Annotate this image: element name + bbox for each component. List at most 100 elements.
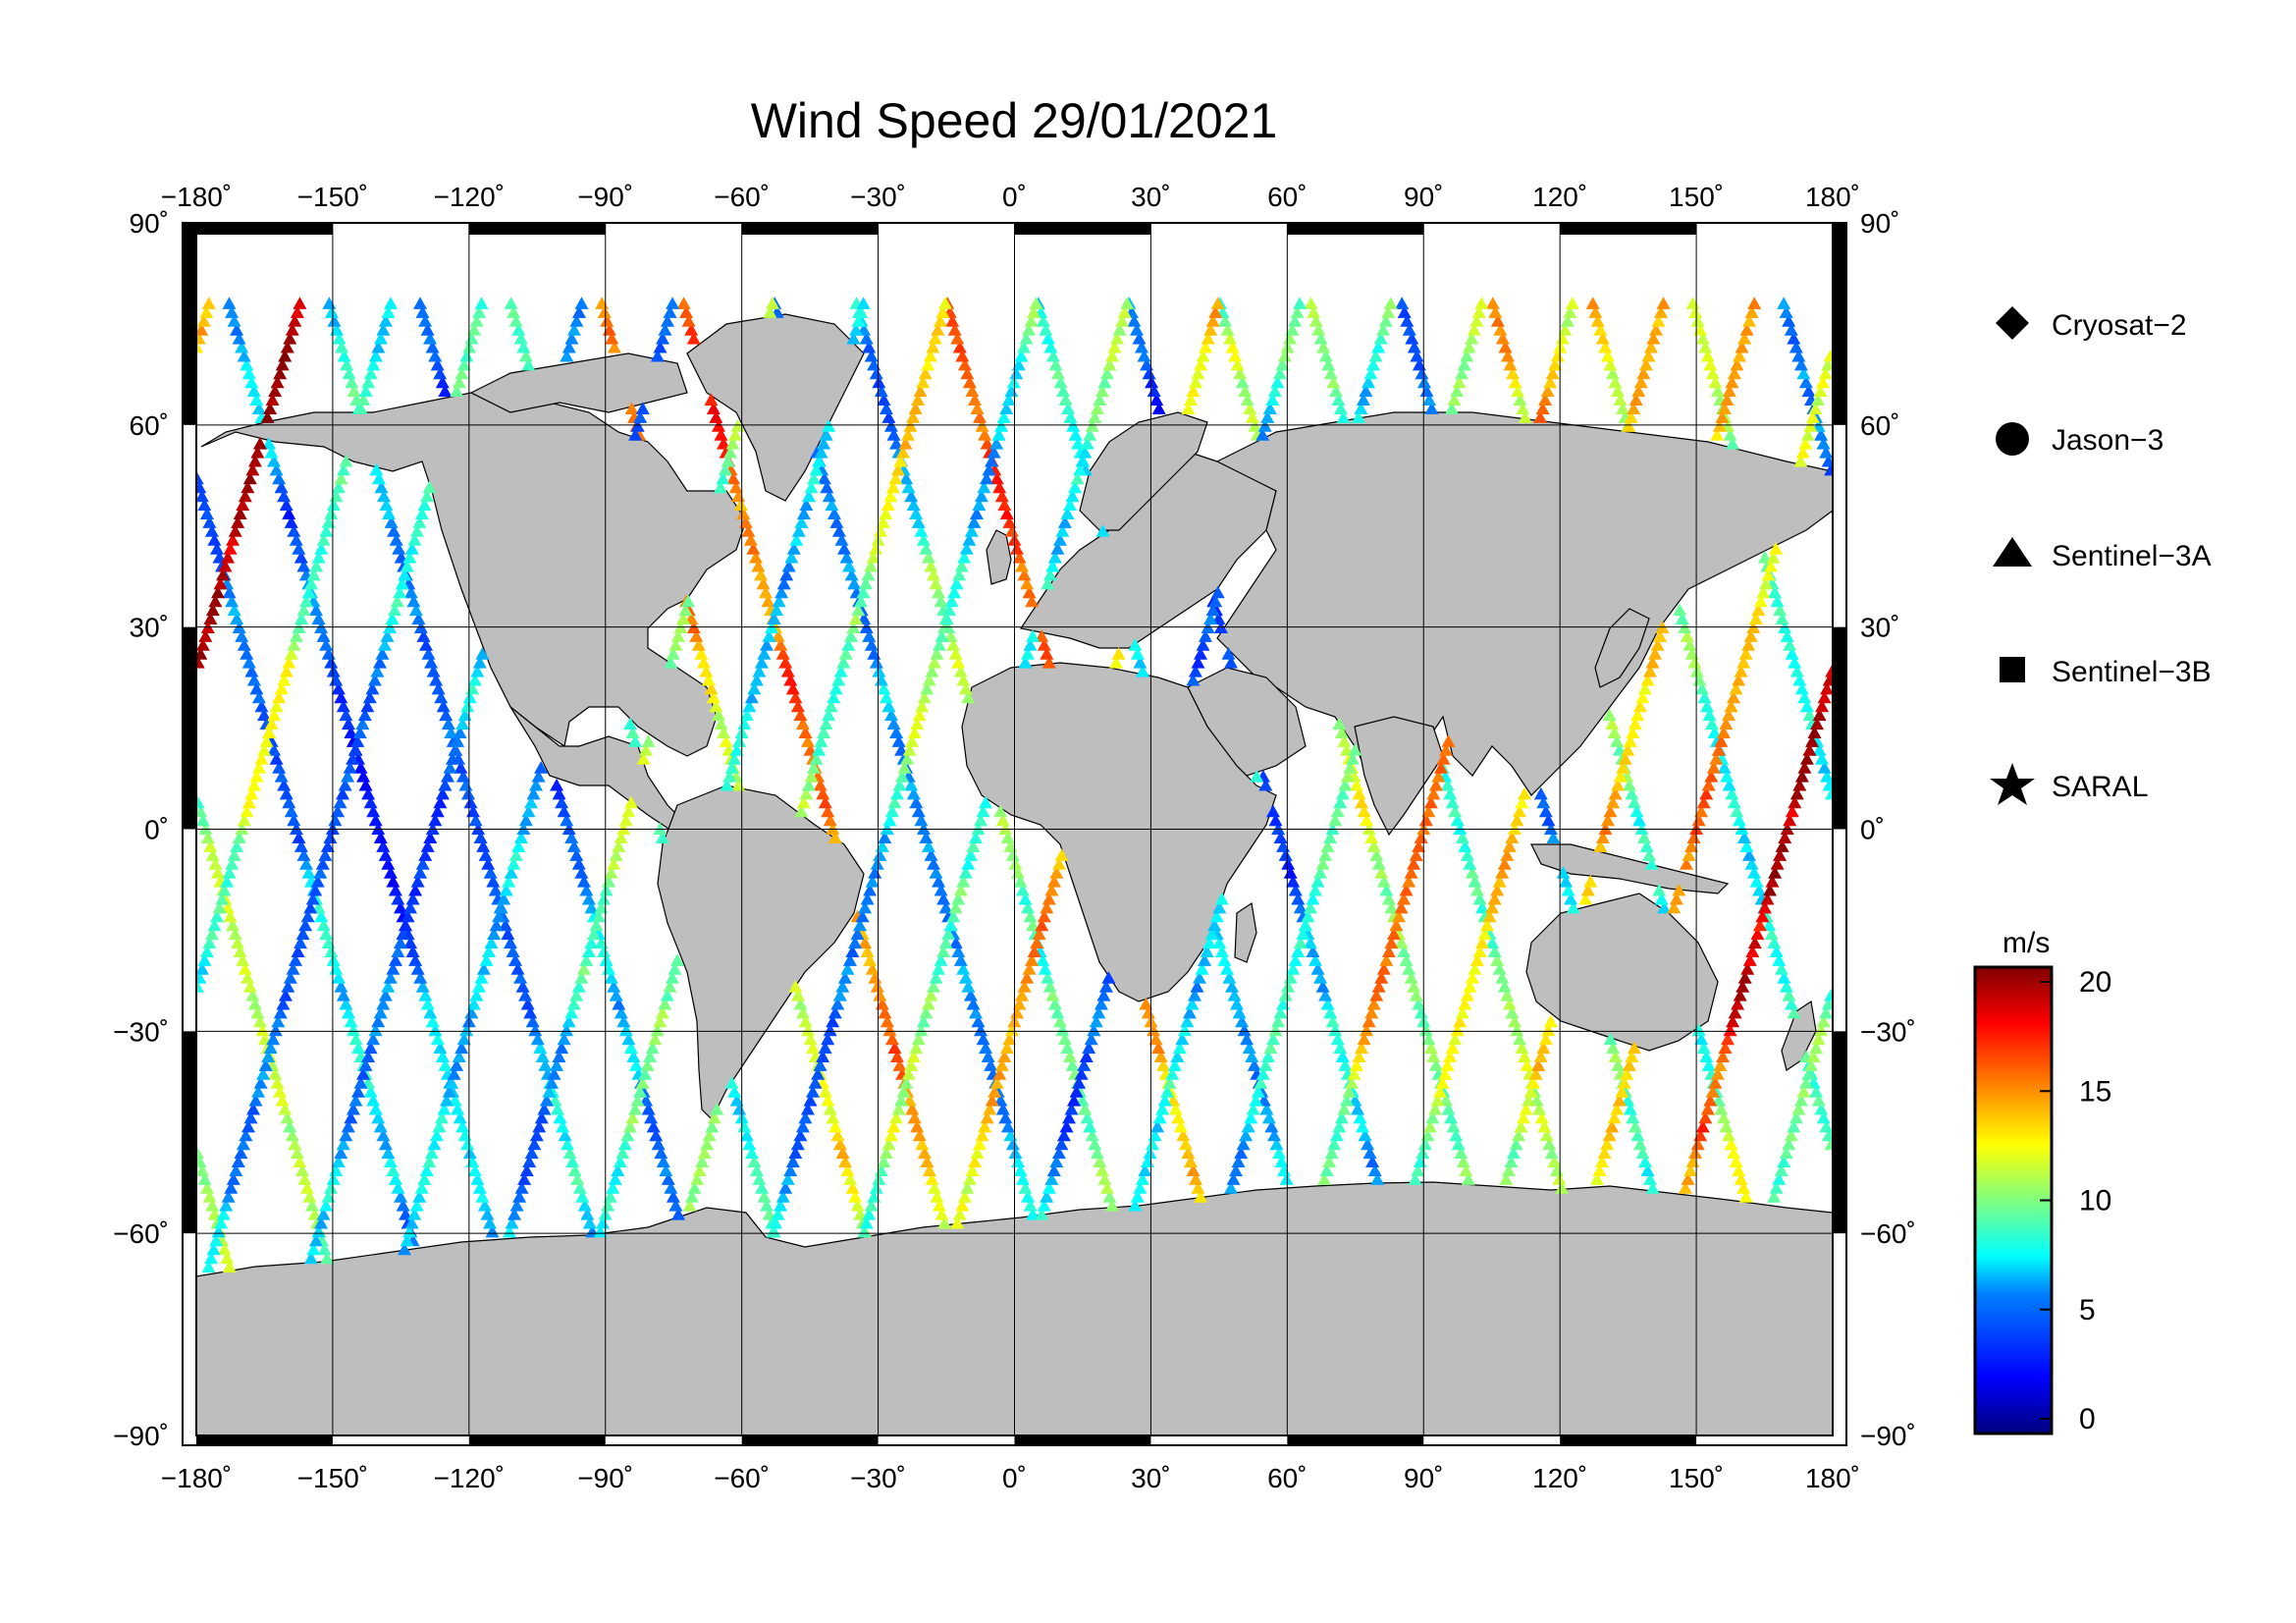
track-sample-point [1725, 375, 1739, 389]
track-sample-point [934, 953, 948, 966]
track-sample-point [1602, 708, 1617, 722]
track-sample-point [655, 1005, 669, 1019]
track-sample-point [1373, 332, 1388, 345]
track-sample-point [430, 804, 445, 818]
track-sample-point [1269, 1137, 1284, 1151]
track-sample-point [518, 813, 533, 827]
track-sample-point [658, 997, 672, 1010]
track-sample-point [1027, 305, 1041, 318]
track-sample-point [460, 699, 475, 713]
track-sample-point [872, 665, 886, 677]
track-sample-point [350, 1085, 365, 1098]
track-sample-point [1622, 1058, 1636, 1071]
track-sample-point [1559, 875, 1574, 888]
track-sample-point [727, 1085, 742, 1098]
track-sample-point [1814, 1023, 1829, 1037]
track-sample-point [207, 533, 222, 546]
track-sample-point [253, 1076, 268, 1089]
track-sample-point [858, 936, 873, 949]
track-sample-point [522, 1155, 537, 1167]
track-sample-point [1485, 900, 1500, 914]
track-sample-point [1445, 1041, 1460, 1055]
track-sample-point [956, 673, 971, 686]
track-sample-point [961, 980, 976, 993]
track-sample-point [1821, 357, 1833, 371]
track-sample-point [696, 656, 711, 669]
track-sample-point [1710, 428, 1725, 441]
track-sample-point [289, 533, 303, 546]
track-sample-point [1783, 813, 1797, 827]
track-sample-point [1040, 900, 1054, 914]
track-sample-point [1739, 839, 1754, 852]
track-sample-point [1441, 1102, 1456, 1115]
track-sample-point [812, 743, 826, 756]
track-sample-point [791, 989, 805, 1001]
track-sample-point [819, 428, 833, 441]
track-sample-point [1698, 1110, 1713, 1124]
track-sample-point [1564, 892, 1578, 905]
track-sample-point [336, 699, 350, 713]
track-sample-point [769, 1216, 783, 1229]
track-sample-point [475, 647, 490, 660]
track-sample-point [433, 1041, 448, 1055]
track-sample-point [948, 936, 963, 949]
track-sample-point [370, 665, 385, 677]
track-sample-point [1742, 848, 1756, 861]
track-sample-point [1600, 1137, 1615, 1151]
track-sample-point [330, 323, 344, 336]
track-sample-point [1237, 1023, 1252, 1037]
track-sample-point [614, 831, 628, 843]
track-sample-point [608, 1172, 622, 1185]
track-sample-point [833, 665, 848, 677]
track-sample-point [228, 927, 242, 941]
track-sample-point [502, 875, 516, 888]
track-sample-point [1792, 673, 1807, 686]
track-sample-point [1764, 927, 1779, 941]
track-sample-point [200, 831, 215, 843]
track-sample-point [1220, 323, 1235, 336]
track-sample-point [717, 437, 730, 450]
track-sample-point [1799, 699, 1814, 713]
track-sample-point [1592, 1163, 1607, 1176]
track-sample-point [1722, 778, 1736, 791]
track-sample-point [422, 1155, 437, 1167]
track-sample-point [286, 962, 300, 975]
track-sample-point [1444, 1110, 1459, 1124]
track-sample-point [1779, 1146, 1793, 1160]
track-sample-point [269, 462, 284, 476]
track-sample-point [906, 786, 921, 800]
track-sample-point [894, 1094, 909, 1107]
track-sample-point [1054, 848, 1069, 861]
track-sample-point [899, 471, 914, 485]
track-sample-point [1276, 839, 1291, 852]
track-sample-point [1037, 638, 1051, 651]
track-sample-point [1598, 822, 1613, 836]
track-sample-point [744, 690, 759, 704]
track-sample-point [227, 848, 241, 861]
track-sample-point [1351, 1102, 1364, 1115]
track-sample-point [1404, 971, 1418, 984]
track-sample-point [407, 1208, 422, 1220]
track-sample-point [661, 314, 674, 327]
track-sample-point [1696, 1041, 1711, 1055]
track-sample-point [566, 997, 581, 1010]
track-sample-point [837, 971, 852, 984]
track-sample-point [278, 349, 293, 362]
track-sample-point [1058, 393, 1073, 406]
lat-tick-label-right: 30˚ [1860, 613, 1899, 643]
track-sample-point [1032, 927, 1046, 941]
track-sample-point [1153, 1050, 1168, 1062]
track-sample-point [1000, 831, 1015, 843]
track-sample-point [1628, 1119, 1642, 1133]
track-sample-point [1515, 795, 1529, 809]
track-sample-point [1737, 971, 1752, 984]
colorbar-tick-label: 20 [2079, 966, 2111, 999]
track-sample-point [1753, 594, 1768, 608]
track-sample-point [459, 1023, 474, 1037]
track-sample-point [1293, 900, 1308, 914]
track-sample-point [311, 551, 326, 564]
track-sample-point [999, 507, 1014, 519]
track-sample-point [1787, 1119, 1801, 1133]
track-sample-point [217, 1242, 232, 1256]
track-sample-point [1147, 1023, 1160, 1037]
